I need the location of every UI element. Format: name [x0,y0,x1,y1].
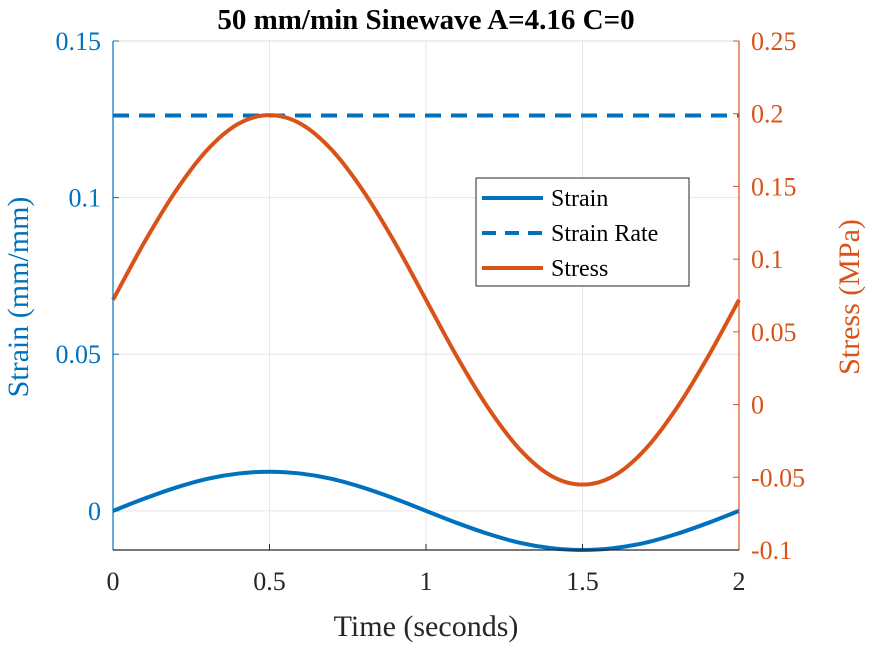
axes [112,40,740,551]
y-right-tick-label: 0.25 [751,27,797,56]
y-right-tick-label: 0 [751,391,764,420]
x-tick-label: 0 [107,567,120,596]
series-line-strain [112,469,740,552]
y-left-tick-label: 0 [88,497,101,526]
y-right-tick-label: 0.1 [751,245,784,274]
tick-labels: 0 0.5 1 1.5 2 0 0.05 0.1 0.15 -0.1 -0.05 0 0.05 0.1 0.… [56,27,806,596]
x-tick-label: 2 [733,567,746,596]
legend-label-strain-rate: Strain Rate [551,221,658,247]
series-line-stress [111,113,741,487]
x-tick-label: 0.5 [253,567,286,596]
y-left-tick-label: 0.15 [56,27,102,56]
x-tick-label: 1.5 [566,567,599,596]
y-right-tick-label: 0.2 [751,100,784,129]
y-right-tick-label: 0.05 [751,318,797,347]
y-right-tick-label: 0.15 [751,172,797,201]
y-right-tick-label: -0.1 [751,536,792,565]
legend: Strain Strain Rate Stress [475,177,690,287]
y-left-tick-label: 0.1 [69,184,102,213]
x-axis-label: Time (seconds) [334,610,519,643]
y-axis-label-left: Strain (mm/mm) [2,197,35,398]
legend-label-stress: Stress [551,256,608,282]
series-layer [111,113,741,552]
y-right-tick-label: -0.05 [751,463,805,492]
chart-title: 50 mm/min Sinewave A=4.16 C=0 [217,4,634,36]
y-axis-label-right: Stress (MPa) [833,219,866,375]
legend-label-strain: Strain [551,186,608,212]
x-tick-label: 1 [420,567,433,596]
y-left-tick-label: 0.05 [56,340,102,369]
